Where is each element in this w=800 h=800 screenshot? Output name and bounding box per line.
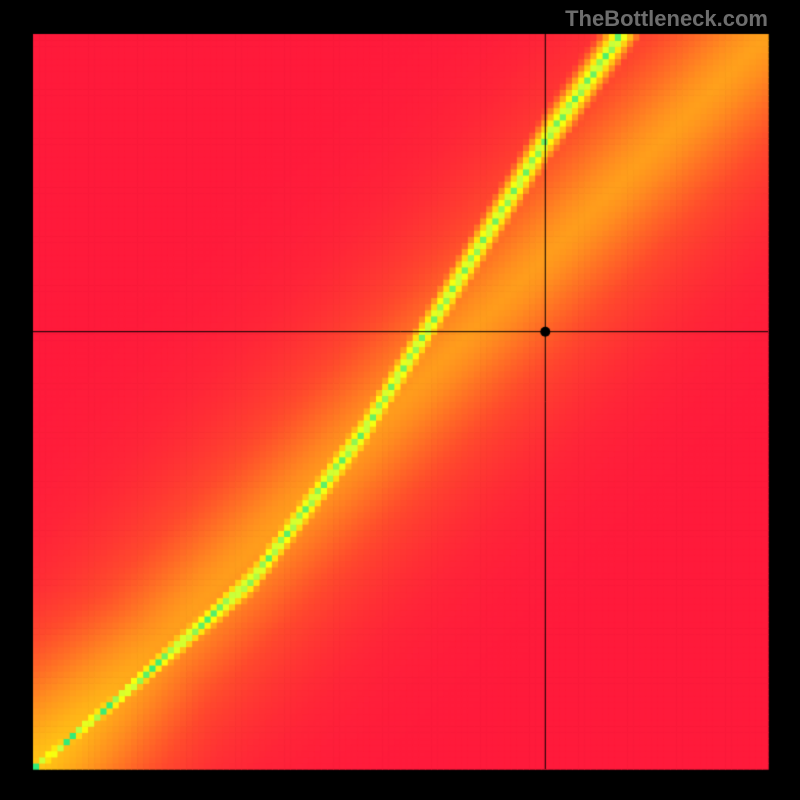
bottleneck-heatmap <box>0 0 800 800</box>
watermark-text: TheBottleneck.com <box>565 6 768 32</box>
